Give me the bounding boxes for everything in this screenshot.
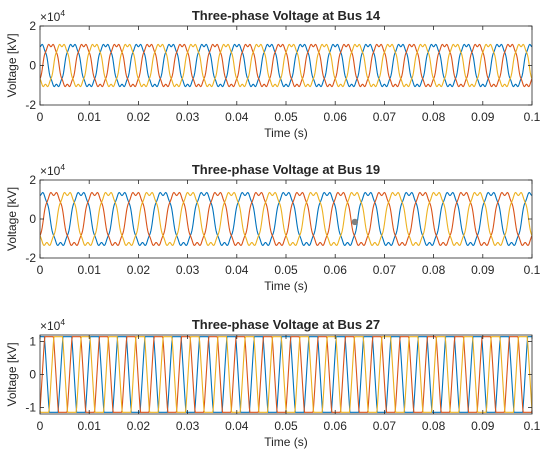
x-tick-label: 0 <box>37 263 44 277</box>
y-tick-label: -2 <box>25 251 36 265</box>
series-line-1 <box>40 43 532 88</box>
x-tick-label: 0.05 <box>274 110 298 124</box>
x-tick-label: 0.01 <box>78 419 102 433</box>
x-tick-label: 0.09 <box>471 110 495 124</box>
y-tick-label: 0 <box>29 212 36 226</box>
y-axis-label: Voltage [kV] <box>5 342 19 406</box>
x-tick-label: 0.03 <box>176 110 200 124</box>
x-tick-label: 0.1 <box>524 419 541 433</box>
x-tick-label: 0.07 <box>373 263 397 277</box>
y-tick-label: -1 <box>25 400 36 414</box>
y-exponent-power: 4 <box>60 317 65 327</box>
chart-panel-3: 0 0.01 0.02 0.03 0.04 0.05 0.06 0.07 0.08 0.09 0.1… <box>5 317 541 449</box>
x-tick-label: 0.02 <box>127 263 151 277</box>
x-tick-label: 0.06 <box>324 419 348 433</box>
y-axis-label: Voltage [kV] <box>5 33 19 97</box>
chart-title: Three-phase Voltage at Bus 19 <box>192 162 380 177</box>
x-tick-label: 0.07 <box>373 419 397 433</box>
y-tick-label: -2 <box>25 98 36 112</box>
x-tick-label: 0.04 <box>225 110 249 124</box>
y-exponent-base: ×10 <box>40 319 61 333</box>
x-tick-label: 0.08 <box>422 263 446 277</box>
x-axis-label: Time (s) <box>264 279 308 293</box>
chart-panel-1: 0 0.01 0.02 0.03 0.04 0.05 0.06 0.07 0.08 0.09 0.1… <box>5 8 541 140</box>
series-group <box>40 43 532 88</box>
y-tick-label: 2 <box>29 173 36 187</box>
chart-title: Three-phase Voltage at Bus 14 <box>192 8 381 23</box>
x-tick-label: 0.1 <box>524 110 541 124</box>
y-tick-label: 1 <box>29 335 36 349</box>
x-tick-label: 0.08 <box>422 110 446 124</box>
x-tick-label: 0.03 <box>176 419 200 433</box>
chart-title: Three-phase Voltage at Bus 27 <box>192 317 380 332</box>
series-line-3 <box>40 191 532 246</box>
x-tick-label: 0.09 <box>471 419 495 433</box>
x-tick-label: 0.04 <box>225 419 249 433</box>
x-tick-label: 0.06 <box>324 263 348 277</box>
plot-area <box>40 335 532 414</box>
y-tick-label: 2 <box>29 19 36 33</box>
x-tick-label: 0.06 <box>324 110 348 124</box>
x-axis-label: Time (s) <box>264 435 308 449</box>
x-tick-label: 0.01 <box>78 263 102 277</box>
x-tick-label: 0.03 <box>176 263 200 277</box>
y-exponent-base: ×10 <box>40 10 61 24</box>
y-exponent-power: 4 <box>60 162 65 172</box>
x-tick-label: 0.05 <box>274 263 298 277</box>
marker-point <box>351 218 359 226</box>
x-tick-label: 0.1 <box>524 263 541 277</box>
x-axis-label: Time (s) <box>264 126 308 140</box>
plot-area <box>40 26 532 105</box>
x-tick-label: 0.09 <box>471 263 495 277</box>
x-tick-label: 0.05 <box>274 419 298 433</box>
y-exponent-label: ×104 <box>40 162 65 178</box>
x-tick-label: 0.02 <box>127 419 151 433</box>
chart-panel-2: 0 0.01 0.02 0.03 0.04 0.05 0.06 0.07 0.08 0.09 0.1… <box>5 162 541 293</box>
series-group <box>40 191 532 246</box>
plot-area <box>40 180 532 258</box>
x-tick-label: 0.07 <box>373 110 397 124</box>
x-tick-label: 0.04 <box>225 263 249 277</box>
x-tick-label: 0.02 <box>127 110 151 124</box>
series-line-3 <box>40 43 532 88</box>
y-exponent-base: ×10 <box>40 164 61 178</box>
x-tick-label: 0.01 <box>78 110 102 124</box>
y-axis-label: Voltage [kV] <box>5 187 19 251</box>
y-exponent-label: ×104 <box>40 8 65 24</box>
x-tick-label: 0 <box>37 419 44 433</box>
x-tick-label: 0 <box>37 110 44 124</box>
y-exponent-label: ×104 <box>40 317 65 333</box>
y-tick-label: 0 <box>29 59 36 73</box>
y-exponent-power: 4 <box>60 8 65 18</box>
series-line-1 <box>40 191 532 246</box>
y-tick-label: 0 <box>29 368 36 382</box>
x-tick-label: 0.08 <box>422 419 446 433</box>
